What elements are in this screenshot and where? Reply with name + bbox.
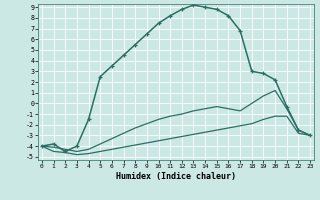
- X-axis label: Humidex (Indice chaleur): Humidex (Indice chaleur): [116, 172, 236, 181]
